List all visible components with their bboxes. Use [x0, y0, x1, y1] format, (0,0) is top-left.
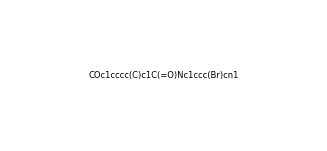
Text: COc1cccc(C)c1C(=O)Nc1ccc(Br)cn1: COc1cccc(C)c1C(=O)Nc1ccc(Br)cn1: [88, 71, 239, 80]
